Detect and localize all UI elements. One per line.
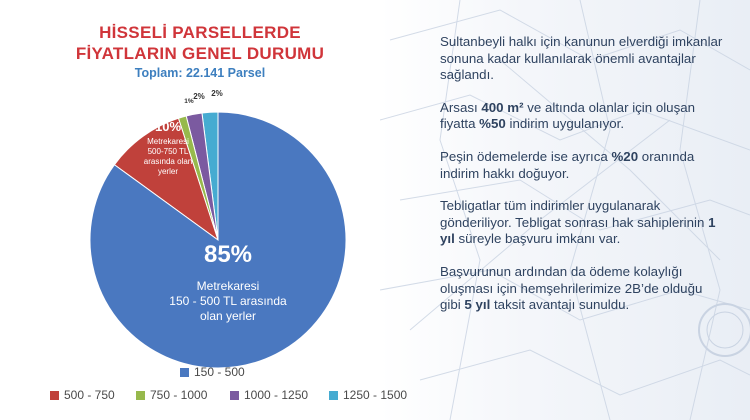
legend-item-500-750: 500 - 750	[50, 388, 115, 402]
pie-slice-150-500	[89, 111, 347, 369]
legend-item-1250-1500: 1250 - 1500	[329, 388, 407, 402]
info-paragraph-4: Tebligatlar tüm indirimler uygulanarak g…	[440, 198, 725, 248]
legend-swatch	[180, 367, 189, 377]
map-background	[380, 0, 750, 420]
annotation-500-750-line3: arasında olan	[144, 157, 192, 166]
paragraph-text: Başvurunun ardından da ödeme kolaylığı o…	[440, 263, 703, 313]
paragraph-text: oranında indirim hakkı doğuyor.	[440, 148, 695, 181]
legend-swatch	[136, 390, 145, 400]
paragraph-text: Arsası	[440, 99, 482, 115]
paragraph-text: süreyle başvuru imkanı var.	[454, 231, 621, 247]
slice-label-1000-1250: 2%	[193, 92, 205, 101]
pie-slice-500-750	[113, 117, 219, 242]
slice-label-500-750: 10%	[155, 119, 181, 134]
paragraph-text: taksit avantajı sunuldu.	[490, 297, 630, 313]
highlight-text: 400 m²	[481, 99, 524, 115]
info-text-panel: Sultanbeyli halkı için kanunun elverdiği…	[440, 34, 725, 330]
annotation-150-500-line3: olan yerler	[200, 309, 256, 323]
legend-swatch	[329, 390, 338, 400]
paragraph-text: ve altında olanlar için oluşan fiyatta	[440, 99, 696, 132]
info-paragraph-3: Peşin ödemelerde ise ayrıca %20 oranında…	[440, 149, 725, 182]
legend-label: 1000 - 1250	[244, 388, 309, 402]
info-paragraph-1: Sultanbeyli halkı için kanunun elverdiği…	[440, 34, 725, 84]
paragraph-text: Peşin ödemelerde ise ayrıca	[440, 148, 612, 164]
paragraph-text: indirim uygulanıyor.	[505, 116, 625, 132]
map-lines	[380, 0, 750, 420]
legend-label: 750 - 1000	[150, 388, 208, 402]
highlight-text: %50	[479, 116, 506, 132]
chart-title-line2: FİYATLARIN GENEL DURUMU	[75, 44, 325, 63]
annotation-500-750-line4: yerler	[158, 167, 178, 176]
annotation-500-750-line2: 500-750 TL	[148, 147, 189, 156]
legend-label: 500 - 750	[64, 388, 115, 402]
annotation-150-500-line1: Metrekaresi	[197, 279, 260, 293]
paragraph-text: Sultanbeyli halkı için kanunun elverdiği…	[440, 34, 723, 83]
legend-label: 1250 - 1500	[343, 388, 408, 402]
chart-title: HİSSELİ PARSELLERDE FİYATLARIN GENEL DUR…	[70, 22, 330, 64]
chart-subtitle: Toplam: 22.141 Parsel	[134, 66, 266, 80]
legend-label: 150 - 500	[194, 365, 245, 379]
legend-item-150-500: 150 - 500	[180, 365, 245, 379]
chart-title-line1: HİSSELİ PARSELLERDE	[99, 23, 301, 42]
legend-swatch	[50, 390, 59, 400]
paragraph-text: Tebligatlar tüm indirimler uygulanarak g…	[440, 198, 709, 230]
slice-label-1250-1500: 2%	[211, 89, 223, 98]
info-paragraph-2: Arsası 400 m² ve altında olanlar için ol…	[440, 100, 725, 133]
highlight-text: 1 yıl	[440, 214, 716, 247]
legend-item-750-1000: 750 - 1000	[136, 388, 207, 402]
legend-swatch	[230, 390, 239, 400]
annotation-150-500-line2: 150 - 500 TL arasında	[169, 294, 287, 308]
info-paragraph-5: Başvurunun ardından da ödeme kolaylığı o…	[440, 264, 725, 314]
highlight-text: 5 yıl	[464, 297, 491, 313]
highlight-text: %20	[611, 148, 639, 164]
slice-label-750-1000: 1%	[184, 98, 194, 105]
annotation-500-750-line1: Metrekaresi	[147, 137, 189, 146]
slice-label-150-500: 85%	[204, 241, 252, 268]
legend-item-1000-1250: 1000 - 1250	[230, 388, 308, 402]
